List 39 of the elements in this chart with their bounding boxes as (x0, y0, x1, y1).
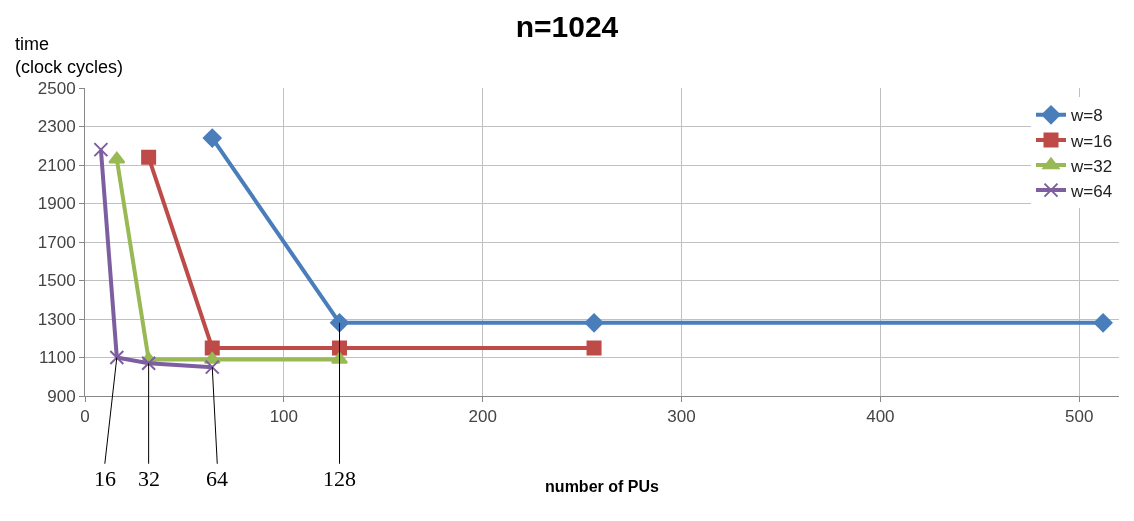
y-axis-title: time (clock cycles) (15, 34, 124, 78)
y-tick-label: 1100 (39, 348, 76, 368)
point (108, 151, 126, 164)
legend-label: w=32 (1070, 156, 1113, 176)
y-tick-label: 2300 (37, 117, 76, 137)
annotation: 64 (206, 466, 228, 491)
x-tick-label: 100 (269, 407, 299, 427)
legend-label: w=16 (1070, 131, 1113, 151)
point (586, 340, 602, 356)
x-axis-title: number of PUs (545, 478, 659, 496)
x-tick-label: 0 (80, 407, 90, 427)
x-tick-label: 500 (1065, 407, 1094, 427)
y-tick-label: 1700 (37, 232, 76, 252)
x-tick-label: 300 (667, 407, 696, 427)
y-tick-label: 1500 (37, 271, 76, 291)
point (584, 313, 604, 333)
point (141, 149, 157, 165)
y-tick-label: 2100 (37, 155, 76, 175)
point (93, 142, 109, 158)
x-tick-label: 200 (468, 407, 497, 427)
legend-label: w=64 (1070, 181, 1113, 201)
y-tick-label: 1300 (37, 309, 76, 329)
annotation: 16 (94, 466, 116, 491)
y-tick-label: 2500 (37, 78, 76, 98)
point (109, 350, 125, 365)
x-tick-label: 400 (866, 407, 895, 427)
chart-title: n=1024 (515, 9, 619, 43)
point (330, 313, 349, 333)
point (204, 359, 220, 375)
point (204, 340, 220, 356)
point (202, 128, 222, 148)
annotation: 128 (323, 466, 356, 491)
y-tick-label: 1900 (37, 194, 76, 214)
point (1093, 313, 1113, 333)
point (332, 340, 348, 356)
annotation: 32 (138, 466, 160, 491)
point (141, 355, 157, 371)
legend-label: w=8 (1070, 106, 1103, 126)
y-tick-label: 900 (47, 386, 76, 406)
